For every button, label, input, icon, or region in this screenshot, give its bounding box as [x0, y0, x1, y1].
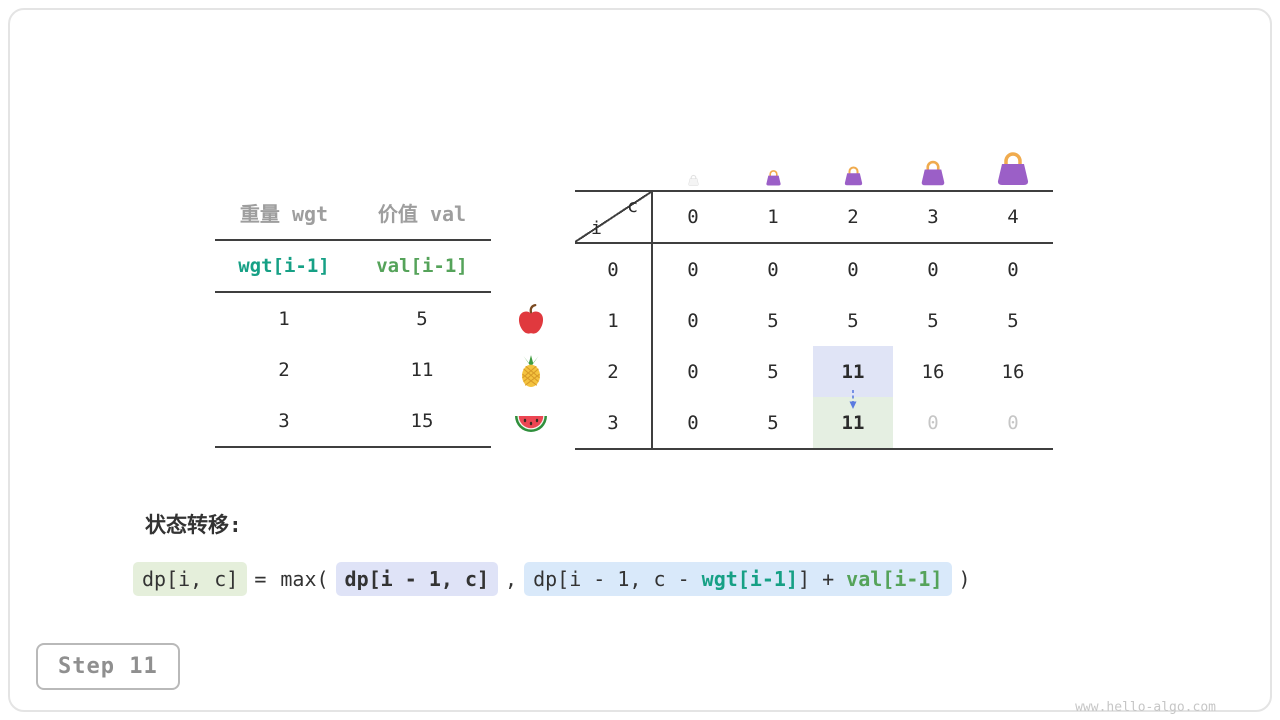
pineapple-icon — [512, 352, 550, 390]
val-var-cell: val[i-1] — [376, 255, 468, 277]
dp-cell-unfilled: 0 — [1007, 411, 1019, 434]
dp-header-row: c i 0 1 2 3 4 — [575, 192, 1053, 244]
wgt-var-cell: wgt[i-1] — [238, 255, 330, 277]
dp-cell-highlight-source: 11 — [813, 346, 893, 397]
item-row: 2 11 — [215, 344, 491, 395]
formula-arg2-val: val[i-1] — [846, 567, 943, 591]
step-badge: Step 11 — [36, 643, 180, 690]
dp-cell: 0 — [767, 258, 779, 281]
weight-column-header: 重量 wgt — [239, 202, 329, 226]
formula-arg1: dp[i - 1, c] — [335, 562, 499, 596]
dp-cell: 0 — [847, 258, 859, 281]
dp-row-label: 1 — [575, 295, 653, 346]
dp-row-label: 0 — [575, 244, 653, 295]
dp-cell: 5 — [847, 309, 859, 332]
dp-col-header: 4 — [1007, 206, 1019, 228]
bag-icon-capacity-4 — [973, 138, 1053, 186]
items-table-header-row: 重量 wgt 价值 val — [215, 186, 491, 241]
dp-col-header: 0 — [687, 206, 699, 228]
dp-col-header: 2 — [847, 206, 859, 228]
dp-cell: 5 — [927, 309, 939, 332]
dp-col-header: 3 — [927, 206, 939, 228]
item-value: 11 — [410, 358, 434, 381]
dp-row-1: 1 0 5 5 5 5 — [575, 295, 1053, 346]
value-column-header: 价值 val — [377, 202, 467, 226]
dp-row-0: 0 0 0 0 0 0 — [575, 244, 1053, 295]
dp-cell: 5 — [767, 309, 779, 332]
watermelon-icon — [512, 405, 550, 443]
formula-comma: , — [505, 567, 518, 591]
dp-cell: 0 — [927, 258, 939, 281]
bag-icon-capacity-2 — [813, 138, 893, 186]
item-weight: 1 — [278, 307, 290, 330]
dp-table: c i 0 1 2 3 4 0 0 0 0 0 0 1 0 5 5 5 5 2 … — [575, 190, 1053, 450]
formula-equals: = — [254, 567, 267, 591]
dp-corner-cell: c i — [575, 192, 653, 242]
dp-col-header: 1 — [767, 206, 779, 228]
bag-icon-capacity-3 — [893, 138, 973, 186]
dp-row-label: 3 — [575, 397, 653, 448]
formula-arg2-mid: ] + — [798, 567, 847, 591]
row-variable-label: i — [591, 218, 602, 239]
formula-close-paren: ) — [958, 567, 971, 591]
dp-cell: 16 — [921, 360, 945, 383]
dp-cell: 0 — [1007, 258, 1019, 281]
item-weight: 2 — [278, 358, 290, 381]
formula-arg2-wgt: wgt[i-1] — [701, 567, 798, 591]
dp-row-label: 2 — [575, 346, 653, 397]
transition-formula: dp[i, c] = max( dp[i - 1, c] , dp[i - 1,… — [133, 562, 978, 596]
bag-icon-capacity-1 — [733, 138, 813, 186]
dp-row-3: 3 0 5 11 0 0 — [575, 397, 1053, 448]
formula-arg2-prefix: dp[i - 1, c - — [533, 567, 702, 591]
formula-arg2: dp[i - 1, c - wgt[i-1]] + val[i-1] — [524, 562, 952, 596]
formula-lhs: dp[i, c] — [133, 562, 248, 596]
dp-cell: 5 — [1007, 309, 1019, 332]
items-table: 重量 wgt 价值 val wgt[i-1] val[i-1] 1 5 2 11… — [215, 186, 491, 448]
dp-cell: 16 — [1001, 360, 1025, 383]
watermark: www.hello-algo.com — [1075, 700, 1216, 715]
arrow-down-icon — [849, 390, 857, 409]
state-transition-label: 状态转移: — [145, 513, 242, 537]
dp-cell: 0 — [687, 309, 699, 332]
dp-cell: 0 — [687, 258, 699, 281]
items-table-var-row: wgt[i-1] val[i-1] — [215, 241, 491, 293]
dp-cell: 0 — [687, 360, 699, 383]
item-value: 15 — [410, 409, 434, 432]
dp-cell: 5 — [767, 411, 779, 434]
dp-cell: 0 — [687, 411, 699, 434]
dp-row-2: 2 0 5 11 16 16 — [575, 346, 1053, 397]
dp-cell: 5 — [767, 360, 779, 383]
dp-cell-unfilled: 0 — [927, 411, 939, 434]
apple-icon — [512, 301, 550, 339]
bag-icon-capacity-0 — [653, 138, 733, 186]
item-row: 1 5 — [215, 293, 491, 344]
item-row: 3 15 — [215, 395, 491, 446]
formula-max-open: max( — [280, 567, 329, 591]
item-weight: 3 — [278, 409, 290, 432]
col-variable-label: c — [627, 196, 638, 217]
item-value: 5 — [416, 307, 428, 330]
